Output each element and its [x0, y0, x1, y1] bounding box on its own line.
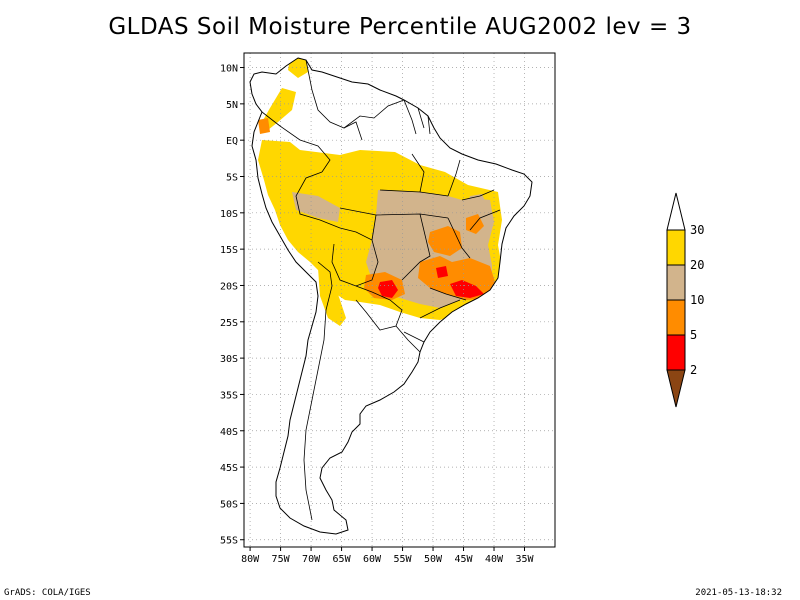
lat-tick-label: 20S	[220, 281, 238, 292]
colorbar-2-5	[666, 334, 686, 371]
lat-tick-label: 10N	[220, 64, 238, 75]
border-chile-argentina	[303, 285, 333, 521]
shade-20-30-north	[288, 58, 308, 78]
lat-tick-label: 5N	[226, 100, 238, 111]
shade-10-20-west	[292, 192, 340, 222]
lon-tick-label: 55W	[394, 554, 413, 565]
shade-20-30-west	[318, 268, 346, 326]
lon-tick-label: 40W	[485, 554, 504, 565]
shade-5-10-a	[428, 226, 462, 256]
colorbar-5-10	[666, 299, 686, 336]
shade-10-20-small	[466, 194, 488, 214]
lat-tick-label: 40S	[220, 427, 238, 438]
lon-tick-label: 60W	[363, 554, 382, 565]
border-brazil-states	[339, 153, 501, 319]
lon-tick-label: 70W	[302, 554, 321, 565]
shade-2-5-c	[436, 266, 448, 278]
shade-2-5-coast	[258, 118, 270, 134]
lat-tick-label: 30S	[220, 354, 238, 365]
colorbar-20-30	[666, 229, 686, 266]
south-america-coastline	[249, 57, 533, 535]
border-argentina-uruguay	[395, 325, 425, 353]
longitude-labels: 80W 75W 70W 65W 60W 55W 50W 45W 40W 35W	[241, 547, 535, 565]
lat-tick-label: 55S	[220, 536, 238, 547]
colorbar-top-triangle	[666, 192, 686, 231]
lat-tick-label: 50S	[220, 499, 238, 510]
colorbar-label-20: 20	[690, 258, 704, 272]
shade-2-5-b	[450, 280, 484, 298]
shade-20-30-nw	[262, 88, 296, 130]
lat-tick-label: EQ	[226, 136, 238, 147]
lon-tick-label: 80W	[241, 554, 260, 565]
lat-tick-label: 10S	[220, 209, 238, 220]
coastline	[249, 57, 533, 535]
plot-frame	[243, 52, 556, 548]
border-bolivia	[331, 227, 379, 287]
grads-credit: GrADS: COLA/IGES	[4, 588, 91, 598]
lon-tick-label: 75W	[272, 554, 291, 565]
colorbar-label-30: 30	[690, 223, 704, 237]
colorbar: 30 20 10 5 2	[666, 192, 704, 408]
lon-tick-label: 45W	[454, 554, 473, 565]
percentile-shading	[258, 58, 502, 326]
lat-tick-label: 5S	[226, 173, 238, 184]
render-timestamp: 2021-05-13-18:32	[695, 588, 782, 598]
map-title: GLDAS Soil Moisture Percentile AUG2002 l…	[108, 14, 692, 40]
colorbar-label-10: 10	[690, 293, 704, 307]
lat-tick-label: 35S	[220, 390, 238, 401]
lon-tick-label: 50W	[424, 554, 443, 565]
lon-tick-label: 35W	[515, 554, 534, 565]
shade-2-5-a	[378, 280, 398, 298]
lon-tick-label: 65W	[333, 554, 352, 565]
colorbar-label-5: 5	[690, 328, 697, 342]
country-borders	[261, 59, 501, 521]
border-colombia-venezuela	[305, 59, 363, 141]
border-peru-brazil	[295, 171, 341, 229]
colorbar-label-2: 2	[690, 363, 697, 377]
colorbar-bottom-triangle	[666, 369, 686, 408]
lat-tick-label: 45S	[220, 463, 238, 474]
border-colombia-peru	[261, 111, 331, 173]
border-paraguay	[355, 285, 403, 331]
border-venezuela-brazil	[343, 99, 405, 129]
colorbar-10-20	[666, 264, 686, 301]
border-guianas	[403, 99, 431, 135]
lat-tick-label: 15S	[220, 245, 238, 256]
latitude-labels: 10N 5N EQ 5S 10S 15S 20S 25S 30S 35S 40S 45S 50S 55S	[220, 64, 244, 547]
lat-tick-label: 25S	[220, 318, 238, 329]
border-peru-chile	[317, 261, 333, 287]
